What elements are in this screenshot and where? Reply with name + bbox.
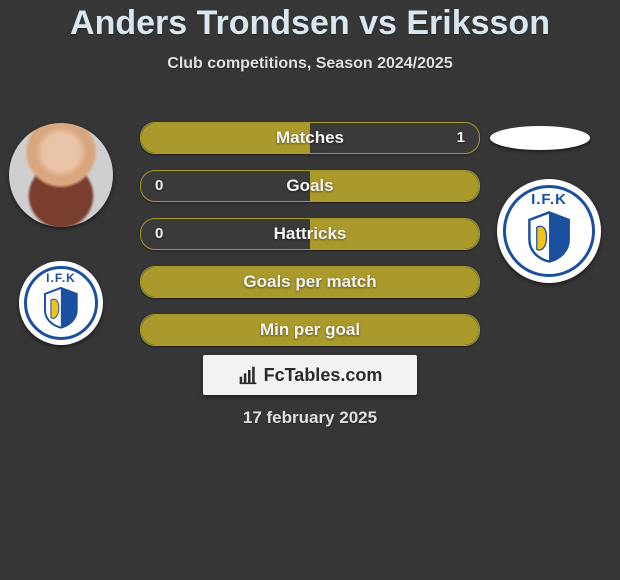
player-right-placeholder xyxy=(490,126,590,150)
stat-row: Matches1 xyxy=(140,122,480,154)
page-subtitle: Club competitions, Season 2024/2025 xyxy=(0,55,620,73)
stat-row: Hattricks0 xyxy=(140,218,480,250)
brand-box: FcTables.com xyxy=(203,355,417,395)
page-title: Anders Trondsen vs Eriksson xyxy=(0,0,620,43)
stat-label: Hattricks xyxy=(141,219,479,249)
stat-row: Goals per match xyxy=(140,266,480,298)
club-badge-right: I.F.K xyxy=(497,179,601,283)
stat-rows: Matches1Goals0Hattricks0Goals per matchM… xyxy=(140,122,480,362)
club-badge-left: I.F.K xyxy=(19,261,103,345)
date-text: 17 february 2025 xyxy=(0,408,620,428)
stat-label: Min per goal xyxy=(141,315,479,345)
stat-value-right: 1 xyxy=(457,123,465,153)
stat-row: Goals0 xyxy=(140,170,480,202)
stat-row: Min per goal xyxy=(140,314,480,346)
stat-label: Goals xyxy=(141,171,479,201)
shield-icon xyxy=(522,210,576,264)
comparison-infographic: Anders Trondsen vs Eriksson Club competi… xyxy=(0,0,620,580)
shield-icon xyxy=(39,286,83,330)
stat-label: Goals per match xyxy=(141,267,479,297)
club-badge-left-text: I.F.K xyxy=(19,271,103,285)
brand-text: FcTables.com xyxy=(264,365,383,386)
stat-value-left: 0 xyxy=(155,219,163,249)
player-left-avatar xyxy=(9,123,113,227)
stat-value-left: 0 xyxy=(155,171,163,201)
stat-label: Matches xyxy=(141,123,479,153)
chart-icon xyxy=(238,365,258,385)
club-badge-right-text: I.F.K xyxy=(497,191,601,208)
